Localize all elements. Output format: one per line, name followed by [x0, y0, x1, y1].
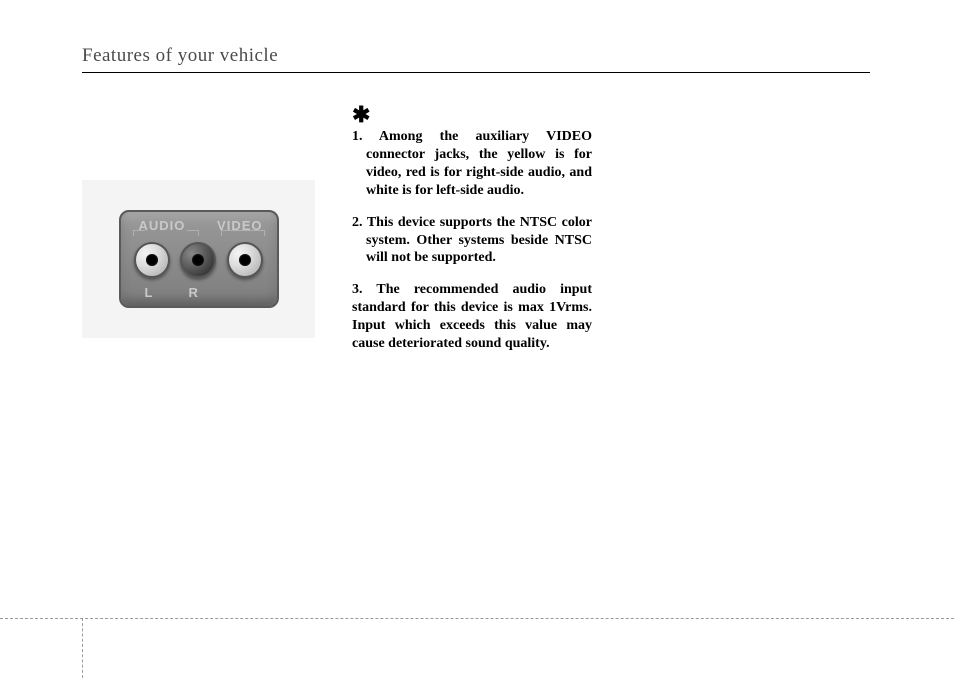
jack-row [121, 242, 277, 278]
note-2: 2. This device supports the NTSC color s… [352, 214, 592, 268]
header-rule [82, 72, 870, 73]
av-jack-panel: AUDIO VIDEO L R [119, 210, 279, 308]
page-title: Features of your vehicle [82, 45, 870, 70]
bracket-icon [221, 230, 265, 236]
footer-dash-horizontal [0, 618, 954, 619]
bracket-icon [133, 230, 145, 236]
asterisk-icon: ✱ [352, 104, 592, 126]
footer-dash-vertical [82, 618, 83, 678]
page-header: Features of your vehicle [82, 45, 870, 73]
label-l: L [145, 285, 153, 300]
notes-column: ✱ 1. Among the auxiliary VIDEO connector… [352, 104, 592, 353]
bracket-icon [187, 230, 199, 236]
av-jack-figure: AUDIO VIDEO L R [82, 180, 315, 338]
audio-right-jack-icon [180, 242, 216, 278]
label-r: R [188, 285, 197, 300]
note-3: 3. The recommended audio input standard … [352, 281, 592, 353]
audio-left-jack-icon [134, 242, 170, 278]
video-jack-icon [227, 242, 263, 278]
note-1: 1. Among the auxiliary VIDEO connector j… [352, 128, 592, 200]
panel-label-audio: AUDIO [139, 218, 186, 233]
lr-row: L R [121, 285, 277, 300]
